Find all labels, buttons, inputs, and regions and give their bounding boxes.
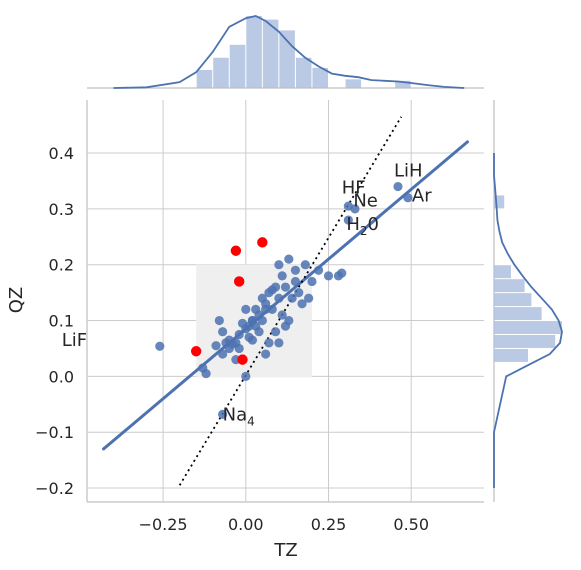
marginal-x-bar (213, 57, 229, 88)
marginal-x-bar (196, 70, 213, 88)
y-tick-label: 0.2 (49, 256, 74, 275)
x-axis-label: TZ (273, 540, 297, 561)
data-point (234, 343, 244, 354)
marginal-x-bar (279, 30, 295, 88)
regression-line (102, 140, 469, 451)
marginal-y-bar (494, 348, 528, 362)
marginal-x-bar (395, 80, 411, 88)
marginal-x-histogram (87, 15, 484, 89)
data-point (284, 254, 294, 264)
marginal-y-bar (494, 335, 556, 348)
y-tick-label: 0.3 (49, 200, 74, 219)
y-axis-label: QZ (6, 287, 27, 314)
data-point (274, 260, 284, 270)
marginal-x-bar (345, 79, 362, 88)
data-point (264, 338, 274, 348)
annotation-label: LiF (62, 330, 87, 351)
data-point (261, 349, 271, 359)
marginal-y-bar (494, 279, 525, 293)
marginal-y-bar (494, 265, 511, 279)
highlighted-point (237, 354, 248, 365)
annotation-label: HF (342, 177, 366, 198)
data-point (261, 304, 271, 314)
data-point (257, 315, 267, 326)
data-point (247, 315, 258, 326)
data-point (270, 327, 281, 337)
data-point (251, 304, 261, 314)
data-point (214, 315, 224, 326)
y-tick-label: 0.0 (49, 367, 74, 386)
highlighted-point (230, 245, 242, 256)
data-point (247, 335, 258, 345)
y-tick-label: −0.1 (35, 423, 74, 442)
data-point (284, 315, 294, 326)
data-point (393, 181, 403, 192)
data-point (254, 327, 264, 337)
annotation-label: Ne (353, 191, 378, 212)
highlighted-point (233, 276, 245, 287)
data-point (304, 293, 314, 303)
marginal-y-bar (494, 321, 562, 334)
marginal-x-kde (113, 15, 465, 89)
data-point (211, 341, 221, 351)
annotation-label: Na4 (223, 404, 255, 428)
data-point (280, 282, 291, 292)
data-point (241, 371, 251, 381)
data-point (218, 409, 228, 419)
data-point (274, 293, 284, 303)
marginal-x-bar (312, 67, 329, 88)
marginal-x-bar (229, 44, 246, 88)
data-point (294, 288, 304, 298)
y-tick-label: 0.1 (49, 312, 74, 331)
data-point (307, 276, 317, 287)
data-point (277, 271, 287, 281)
data-point (290, 265, 301, 275)
data-point (337, 268, 347, 278)
highlighted-point (257, 237, 268, 248)
data-point (287, 293, 297, 303)
annotation-label: Ar (412, 186, 432, 207)
data-point (290, 276, 301, 287)
annotation-label: LiH (394, 161, 423, 182)
marginal-y-kde (493, 153, 563, 488)
data-point (218, 327, 228, 337)
data-point (277, 310, 287, 320)
data-point (274, 338, 284, 348)
point-layer (155, 181, 413, 419)
data-point (343, 215, 353, 225)
data-point (155, 341, 165, 351)
x-tick-label: 0.00 (228, 515, 264, 534)
marginal-x-bar (262, 19, 279, 89)
data-point (270, 282, 281, 292)
data-point (218, 349, 228, 359)
data-point (403, 193, 413, 203)
data-point (234, 329, 244, 340)
data-point (297, 299, 307, 309)
annotation-label: H20 (346, 214, 379, 238)
y-tick-label: 0.4 (49, 144, 74, 163)
data-point (323, 271, 334, 281)
marginal-y-histogram (493, 100, 563, 502)
tick-layer: −0.25 0.00 0.25 0.50 −0.2 −0.1 0.0 0.1 0.2 0.3 0.4 (35, 144, 429, 534)
marginal-y-bar (494, 307, 542, 321)
data-point (201, 368, 211, 379)
data-point (267, 304, 277, 314)
data-point (241, 304, 251, 314)
marginal-x-bar (246, 16, 262, 88)
marginal-x-bar (295, 57, 312, 88)
grid-layer (86, 100, 484, 503)
y-tick-label: −0.2 (35, 479, 74, 498)
data-point (350, 204, 360, 214)
data-point (313, 265, 324, 275)
marginal-y-bar (494, 195, 505, 209)
highlighted-point (190, 346, 202, 357)
marginal-y-bar (494, 293, 532, 307)
x-tick-label: 0.25 (311, 515, 347, 534)
data-point (300, 260, 310, 270)
x-tick-label: −0.25 (139, 515, 188, 534)
x-tick-label: 0.50 (393, 515, 429, 534)
